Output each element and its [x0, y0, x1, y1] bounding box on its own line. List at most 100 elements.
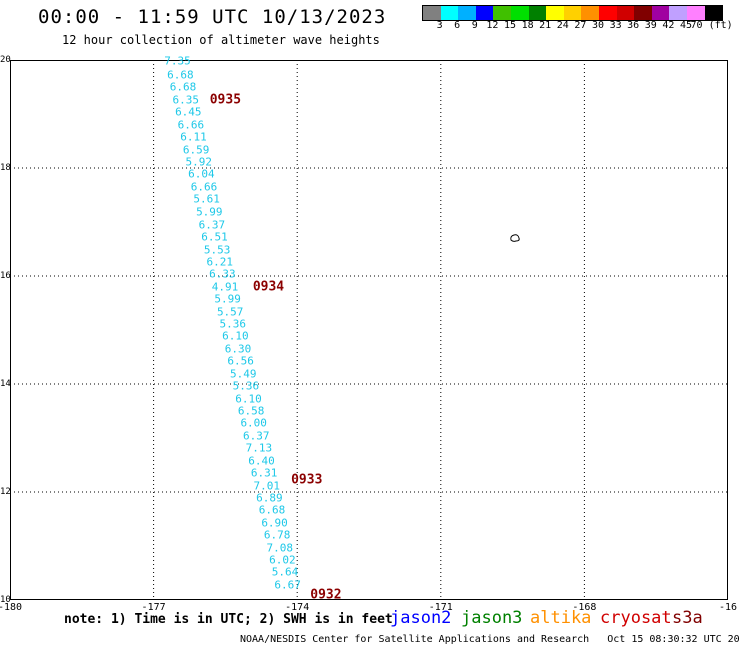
wave-height-value: 6.21: [206, 255, 234, 269]
pass-time-label: 0932: [310, 587, 342, 603]
longitude-tick-label: -177: [141, 602, 166, 613]
wave-height-value: 6.10: [235, 392, 262, 406]
color-swatch: [651, 6, 670, 20]
color-scale-label: 6: [454, 20, 461, 31]
longitude-tick-label: -16: [718, 602, 738, 613]
wave-height-value: 5.49: [229, 367, 257, 381]
satellite-legend-s3a: s3a: [672, 608, 703, 628]
color-scale-label: 21: [539, 20, 552, 31]
wave-height-value: 6.66: [190, 180, 218, 194]
latitude-tick-label: 20: [0, 55, 11, 65]
wave-height-value: 5.99: [214, 292, 241, 306]
wave-height-value: 6.37: [243, 429, 270, 443]
color-scale-label: 12: [486, 20, 499, 31]
color-scale-label: 18: [521, 20, 534, 31]
color-scale-label: 45: [679, 20, 693, 31]
color-swatch: [493, 6, 511, 20]
wave-height-value: 5.36: [219, 317, 247, 331]
footer-credit: NOAA/NESDIS Center for Satellite Applica…: [240, 634, 740, 645]
color-scale-label: 33: [609, 20, 622, 31]
wave-height-value: 7.35: [164, 54, 191, 68]
wave-height-value: 6.30: [224, 342, 252, 356]
color-swatch: [616, 6, 635, 20]
wave-height-value: 5.36: [232, 379, 260, 393]
pass-time-label: 0935: [209, 92, 242, 108]
color-swatch: [546, 6, 564, 20]
wave-height-value: 6.40: [248, 454, 275, 468]
wave-height-value: 6.89: [256, 491, 283, 505]
satellite-legend-cryosat: cryosat: [600, 608, 672, 628]
color-scale-label: 24: [556, 20, 569, 31]
color-scale-label: 39: [644, 20, 657, 31]
color-swatch: [598, 6, 617, 20]
wave-height-value: 6.45: [175, 105, 202, 119]
wave-height-value: 6.10: [222, 329, 249, 343]
lat-lon-grid: [10, 60, 728, 600]
wave-height-value: 5.64: [271, 565, 299, 579]
wave-height-value: 6.56: [227, 354, 254, 368]
color-scale-label: 15: [503, 20, 517, 31]
color-swatch: [475, 6, 494, 20]
wave-height-value: 6.37: [198, 218, 226, 232]
color-swatch: [440, 6, 459, 20]
wave-height-value: 5.92: [185, 155, 213, 169]
wave-height-value: 7.01: [253, 479, 280, 493]
wave-height-value: 5.61: [193, 192, 220, 206]
wave-height-value: 6.11: [180, 130, 207, 144]
wave-height-value: 7.13: [245, 441, 273, 455]
longitude-tick-label: -171: [428, 602, 453, 613]
wave-height-value: 5.99: [196, 205, 223, 219]
color-swatch: [528, 6, 547, 20]
color-scale-label: 3: [436, 20, 443, 31]
satellite-legend-altika: altika: [530, 608, 592, 628]
latitude-tick-label: 18: [0, 163, 11, 173]
longitude-tick-label: -174: [285, 602, 310, 613]
longitude-tick-label: -168: [572, 602, 597, 613]
pass-time-label: 0934: [252, 279, 285, 295]
wave-height-value: 6.68: [169, 80, 197, 94]
wave-height-value: 6.68: [258, 503, 286, 517]
wave-height-value: 6.68: [167, 68, 194, 82]
wave-height-value: 5.53: [203, 243, 231, 257]
color-swatch: [704, 6, 723, 20]
color-swatch: [581, 6, 599, 20]
latitude-tick-label: 16: [0, 271, 11, 281]
color-scale-label: 36: [627, 20, 640, 31]
satellite-legend-jason3: jason3: [461, 608, 523, 628]
color-swatch: [510, 6, 529, 20]
latitude-tick-label: 14: [0, 379, 11, 389]
wave-height-value: 6.78: [263, 528, 291, 542]
wave-height-value: 6.02: [269, 553, 296, 567]
wave-height-value: 6.04: [188, 167, 215, 181]
color-scale-label: 30: [591, 20, 605, 31]
color-swatch: [563, 6, 582, 20]
wave-height-value: 6.33: [209, 267, 236, 281]
color-swatch: [669, 6, 687, 20]
wave-height-value: 5.57: [216, 305, 244, 319]
color-scale-bar: [422, 5, 724, 21]
color-scale-label: 27: [574, 20, 587, 31]
map-plot-area: [10, 60, 728, 600]
latitude-tick-label: 12: [0, 487, 11, 497]
map-subtitle: 12 hour collection of altimeter wave hei…: [62, 33, 380, 47]
wave-height-value: 6.66: [177, 118, 205, 132]
color-swatch: [686, 6, 705, 20]
wave-height-value: 6.31: [250, 466, 278, 480]
wave-height-value: 6.51: [201, 230, 228, 244]
color-scale-label: 70 (ft): [690, 20, 733, 31]
units-note: note: 1) Time is in UTC; 2) SWH is in fe…: [64, 612, 393, 627]
color-scale-label: 9: [471, 20, 478, 31]
color-scale-label: 42: [662, 20, 675, 31]
color-swatch: [423, 6, 441, 20]
satellite-legend-jason2: jason2: [390, 608, 452, 628]
map-title: 00:00 - 11:59 UTC 10/13/2023: [38, 6, 387, 28]
color-swatch: [458, 6, 476, 20]
island-outline: [510, 234, 520, 242]
wave-height-value: 6.90: [261, 516, 288, 530]
wave-height-value: 7.08: [266, 541, 294, 555]
longitude-tick-label: -180: [0, 602, 23, 613]
wave-height-value: 4.91: [211, 280, 239, 294]
wave-height-value: 6.59: [182, 143, 210, 157]
latitude-tick-label: 10: [0, 595, 11, 605]
